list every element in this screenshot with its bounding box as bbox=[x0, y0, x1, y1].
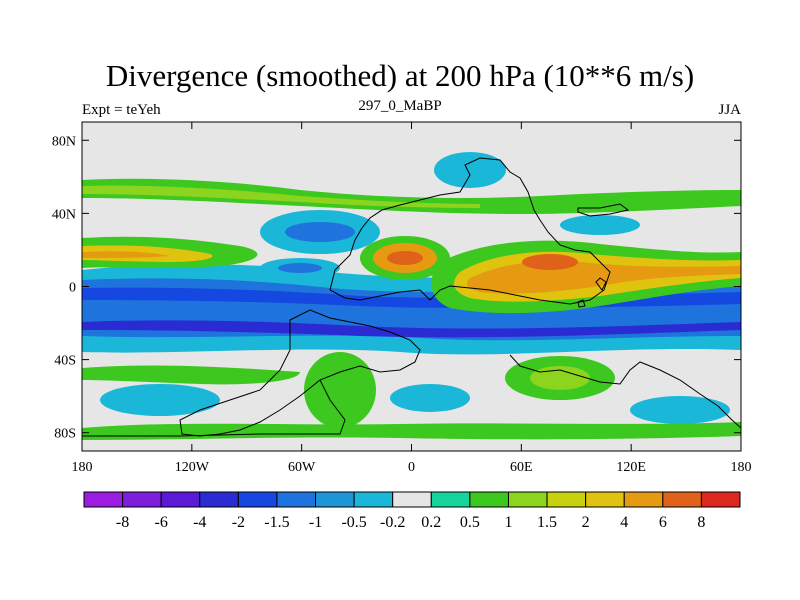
labelbar-label: -4 bbox=[193, 514, 206, 531]
india-divergence-max bbox=[522, 254, 578, 270]
x-tick-label: 60W bbox=[288, 460, 316, 475]
labelbar-box bbox=[315, 491, 355, 508]
labelbar-box bbox=[83, 491, 124, 508]
labelbar-box bbox=[237, 491, 278, 508]
y-axis: 80N 40N 0 40S 80S bbox=[52, 134, 741, 442]
labelbar-label: 0.5 bbox=[460, 514, 480, 531]
y-tick-label: 40S bbox=[54, 354, 76, 369]
australia-outline bbox=[509, 354, 741, 429]
labelbar-label: 1 bbox=[504, 514, 512, 531]
x-tick-label: 0 bbox=[408, 460, 415, 475]
labelbar-box bbox=[353, 491, 394, 508]
labelbar-box bbox=[546, 491, 587, 508]
y-tick-label: 80N bbox=[52, 134, 76, 149]
south-convergence-patch-2 bbox=[390, 384, 470, 412]
south-convergence-patch-3 bbox=[630, 396, 730, 424]
chart-title: Divergence (smoothed) at 200 hPa (10**6 … bbox=[105, 58, 695, 93]
laurasia-outline bbox=[329, 157, 611, 305]
labelbar-label: 1.5 bbox=[537, 514, 557, 531]
northern-divergence-band-light bbox=[82, 185, 480, 208]
labelbar-box bbox=[122, 491, 162, 508]
labelbar-label: -8 bbox=[116, 514, 129, 531]
experiment-label: Expt = teYeh bbox=[82, 102, 161, 118]
contour-field bbox=[82, 122, 741, 451]
y-tick-label: 80S bbox=[54, 427, 76, 442]
labelbar-box bbox=[276, 491, 317, 508]
east-asia-convergence bbox=[560, 215, 640, 235]
north-pacific-divergence-max bbox=[82, 251, 170, 258]
south-atlantic-divergence bbox=[304, 352, 376, 428]
atlantic-divergence-max bbox=[387, 251, 423, 265]
x-tick-label: 180 bbox=[72, 460, 93, 475]
labelbar-label: -0.5 bbox=[341, 514, 366, 531]
labelbar-box bbox=[469, 491, 509, 508]
nh-subtropical-convergence-core bbox=[285, 222, 355, 242]
labelbar-box bbox=[623, 491, 664, 508]
asia-island-outline bbox=[577, 203, 630, 217]
northern-divergence-band bbox=[82, 178, 741, 214]
y-tick-label: 40N bbox=[52, 207, 76, 222]
x-axis: 180 120W 60W 0 60E 120E 180 bbox=[72, 122, 752, 475]
season-label: JJA bbox=[718, 102, 741, 118]
labelbar-box bbox=[430, 491, 471, 508]
x-tick-label: 180 bbox=[731, 460, 752, 475]
labelbar-label: -2 bbox=[232, 514, 245, 531]
labelbar-label: -1.5 bbox=[264, 514, 289, 531]
x-tick-label: 60E bbox=[510, 460, 533, 475]
gondwana-outline bbox=[179, 309, 421, 437]
labelbar-box bbox=[392, 491, 432, 508]
south-convergence-patch-1 bbox=[100, 384, 220, 416]
labelbar-label: 4 bbox=[620, 514, 628, 531]
y-tick-label: 0 bbox=[69, 281, 76, 296]
south-pacific-divergence bbox=[82, 365, 300, 385]
x-tick-label: 120E bbox=[616, 460, 646, 475]
africa-india-divergence-core bbox=[466, 260, 741, 294]
small-island-outline bbox=[595, 277, 607, 291]
labelbar-box bbox=[700, 491, 741, 508]
labelbar-label: -0.2 bbox=[380, 514, 405, 531]
x-tick-label: 120W bbox=[175, 460, 210, 475]
labelbar-box bbox=[160, 491, 201, 508]
labelbar-box bbox=[199, 491, 239, 508]
labelbar: -8 -6 -4 -2 -1.5 -1 -0.5 -0.2 0.2 0.5 1 1.5 2 4 6 8 bbox=[83, 491, 741, 531]
labelbar-label: 2 bbox=[582, 514, 590, 531]
small-island-outline-2 bbox=[577, 299, 586, 308]
tibet-convergence bbox=[434, 152, 506, 188]
labelbar-box bbox=[585, 491, 625, 508]
labelbar-box bbox=[662, 491, 702, 508]
antarctica-outline bbox=[82, 379, 346, 437]
labelbar-box bbox=[507, 491, 548, 508]
labelbar-label: 8 bbox=[697, 514, 705, 531]
coastlines bbox=[82, 157, 741, 437]
case-label: 297_0_MaBP bbox=[358, 98, 442, 114]
southern-divergence-band bbox=[82, 422, 741, 440]
labelbar-label: 0.2 bbox=[421, 514, 441, 531]
south-convergence-core bbox=[82, 320, 741, 338]
labelbar-label: -1 bbox=[309, 514, 322, 531]
labelbar-label: -6 bbox=[155, 514, 168, 531]
east-pacific-convergence-core bbox=[278, 263, 322, 273]
labelbar-label: 6 bbox=[659, 514, 667, 531]
